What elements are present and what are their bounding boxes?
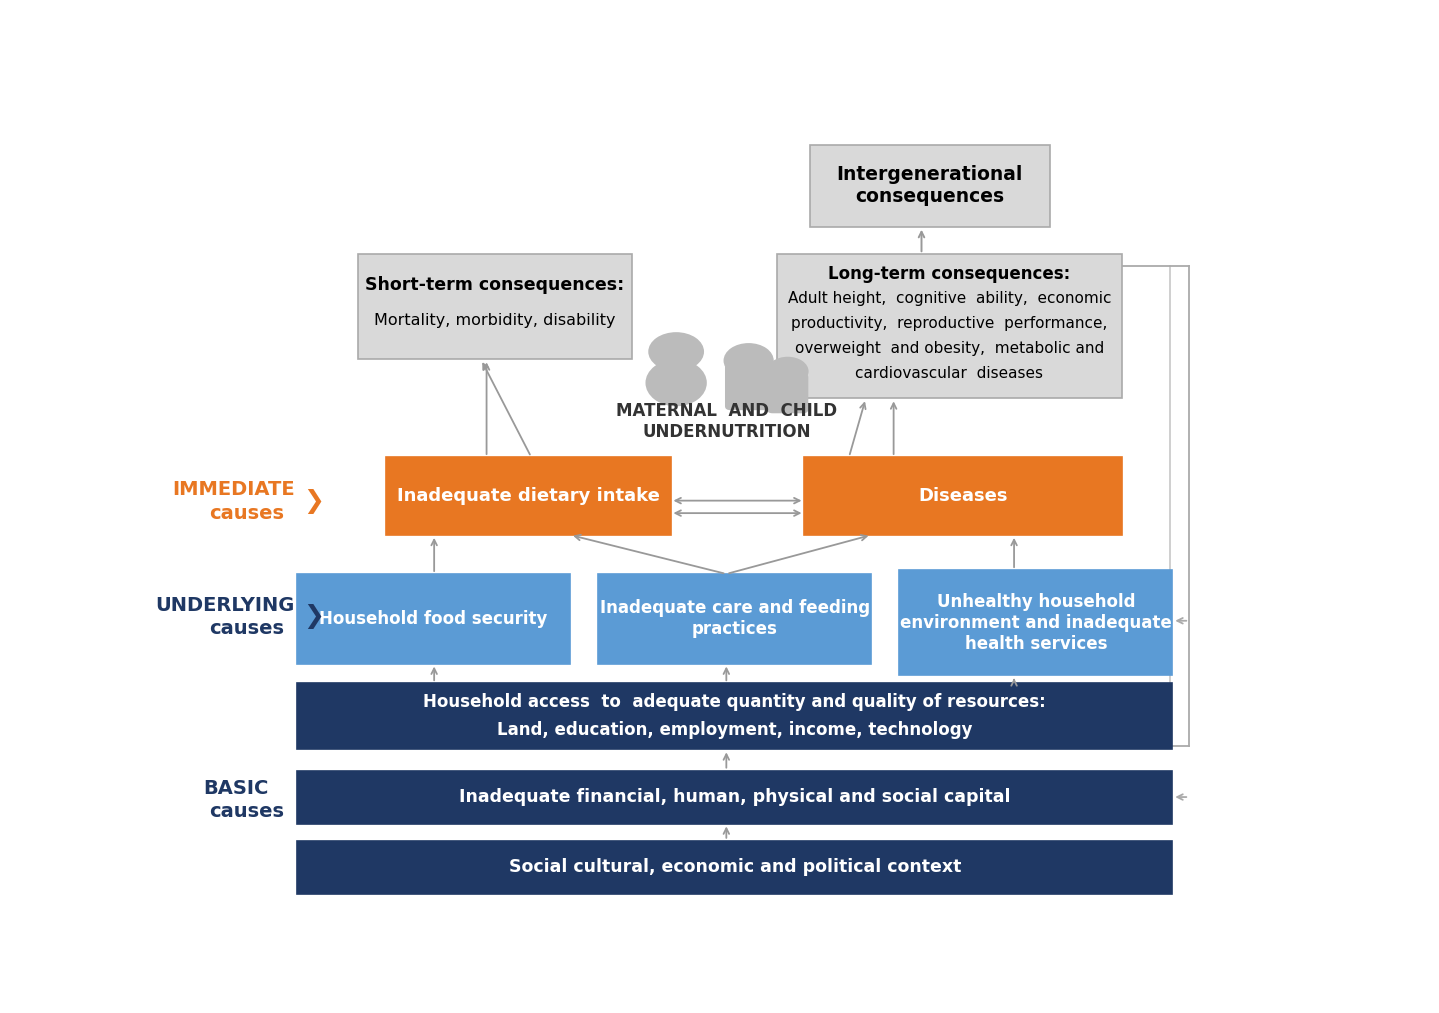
Text: Long-term consequences:: Long-term consequences: bbox=[829, 264, 1071, 283]
Text: causes: causes bbox=[209, 802, 285, 822]
Text: overweight  and obesity,  metabolic and: overweight and obesity, metabolic and bbox=[794, 341, 1104, 356]
FancyBboxPatch shape bbox=[899, 570, 1173, 676]
FancyBboxPatch shape bbox=[296, 771, 1173, 824]
Text: Household access  to  adequate quantity and quality of resources:: Household access to adequate quantity an… bbox=[423, 693, 1046, 711]
Text: Short-term consequences:: Short-term consequences: bbox=[366, 276, 625, 294]
Text: Inadequate dietary intake: Inadequate dietary intake bbox=[397, 487, 661, 504]
FancyBboxPatch shape bbox=[358, 254, 632, 360]
Text: Inadequate care and feeding
practices: Inadequate care and feeding practices bbox=[600, 600, 869, 638]
Text: Unhealthy household
environment and inadequate
health services: Unhealthy household environment and inad… bbox=[899, 593, 1171, 652]
FancyBboxPatch shape bbox=[296, 683, 1173, 750]
Text: ❯: ❯ bbox=[304, 788, 324, 812]
Text: Social cultural, economic and political context: Social cultural, economic and political … bbox=[508, 858, 961, 876]
Circle shape bbox=[649, 332, 704, 371]
Text: Diseases: Diseases bbox=[918, 487, 1009, 504]
FancyBboxPatch shape bbox=[810, 145, 1050, 227]
Circle shape bbox=[767, 357, 809, 386]
Text: BASIC: BASIC bbox=[203, 779, 268, 798]
Text: productivity,  reproductive  performance,: productivity, reproductive performance, bbox=[791, 316, 1108, 331]
Text: causes: causes bbox=[209, 503, 285, 523]
Text: MATERNAL  AND  CHILD
UNDERNUTRITION: MATERNAL AND CHILD UNDERNUTRITION bbox=[616, 402, 837, 442]
FancyBboxPatch shape bbox=[804, 457, 1122, 535]
Text: Intergenerational
consequences: Intergenerational consequences bbox=[836, 165, 1023, 207]
Circle shape bbox=[724, 343, 774, 378]
Text: Adult height,  cognitive  ability,  economic: Adult height, cognitive ability, economi… bbox=[787, 291, 1111, 306]
Text: Household food security: Household food security bbox=[319, 610, 548, 628]
Text: IMMEDIATE: IMMEDIATE bbox=[173, 480, 295, 499]
Text: cardiovascular  diseases: cardiovascular diseases bbox=[855, 366, 1043, 381]
FancyBboxPatch shape bbox=[725, 364, 773, 410]
FancyBboxPatch shape bbox=[386, 457, 671, 535]
Text: causes: causes bbox=[209, 619, 285, 638]
Text: ❯: ❯ bbox=[304, 489, 324, 514]
Text: Land, education, employment, income, technology: Land, education, employment, income, tec… bbox=[496, 721, 973, 739]
Text: Mortality, morbidity, disability: Mortality, morbidity, disability bbox=[374, 313, 616, 328]
FancyBboxPatch shape bbox=[767, 374, 809, 413]
Ellipse shape bbox=[646, 360, 707, 406]
Text: ❯: ❯ bbox=[304, 605, 324, 629]
Text: Inadequate financial, human, physical and social capital: Inadequate financial, human, physical an… bbox=[459, 788, 1010, 806]
FancyBboxPatch shape bbox=[777, 254, 1122, 398]
FancyBboxPatch shape bbox=[296, 841, 1173, 893]
FancyBboxPatch shape bbox=[599, 574, 872, 664]
FancyBboxPatch shape bbox=[296, 574, 570, 664]
Text: UNDERLYING: UNDERLYING bbox=[155, 596, 294, 615]
